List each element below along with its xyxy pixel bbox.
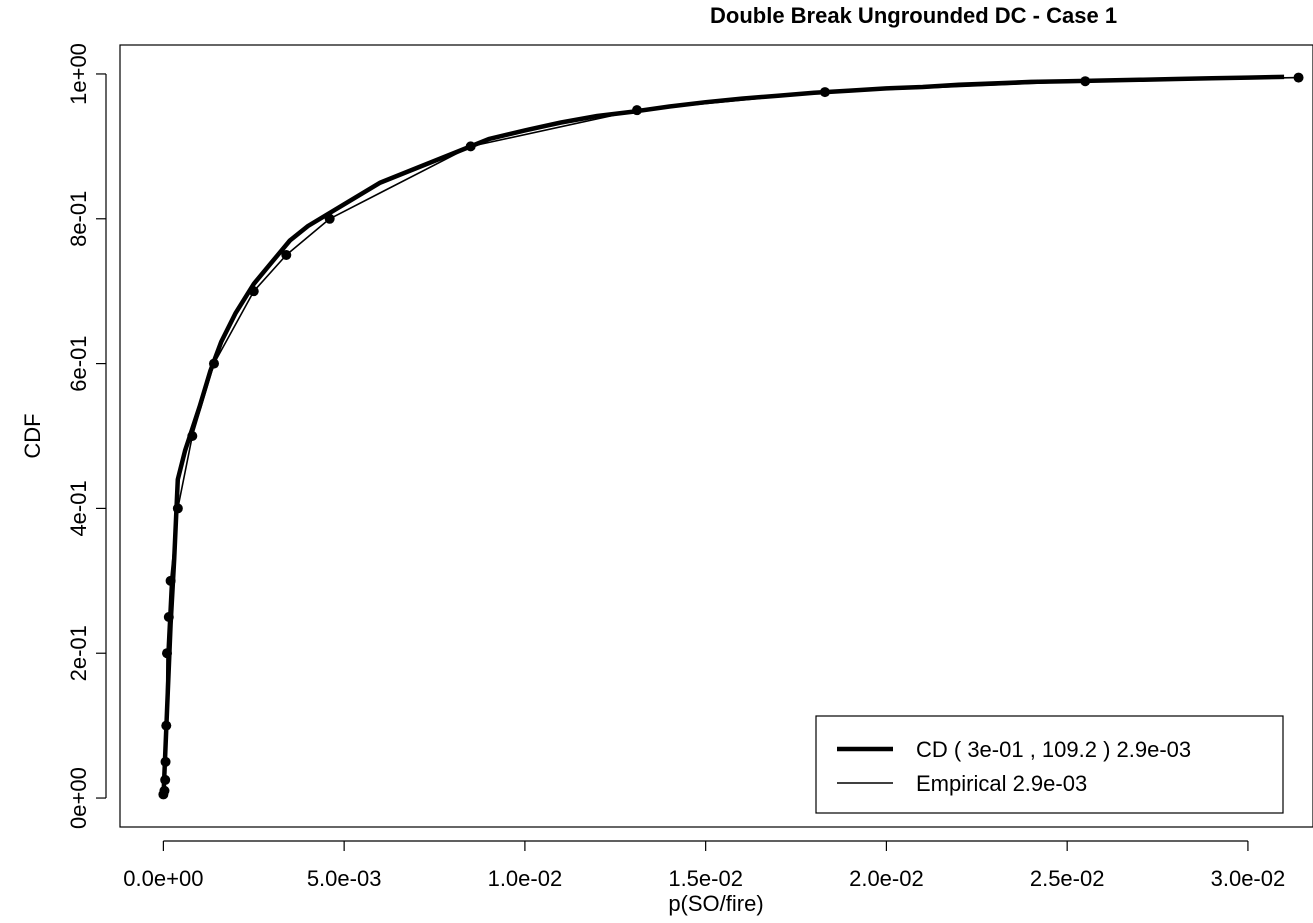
x-tick-label: 0.0e+00 [123,866,203,891]
y-tick-label: 1e+00 [66,43,91,105]
data-point [163,612,174,623]
plot-area-border [119,44,1313,828]
data-point [631,105,642,116]
data-point [159,785,170,796]
series-layer [161,74,1299,799]
x-tick-label: 3.0e-02 [1211,866,1286,891]
legend-box [815,715,1284,814]
data-point [165,575,176,586]
y-tick-label: 2e-01 [66,625,91,681]
series-line-cd [161,74,1285,799]
y-tick-label: 8e-01 [66,191,91,247]
data-point [172,503,183,514]
data-point [208,358,219,369]
data-point [1293,72,1304,83]
data-point [819,87,830,98]
legend-label-empirical: Empirical 2.9e-03 [916,771,1087,796]
legend-label-cd: CD ( 3e-01 , 109.2 ) 2.9e-03 [916,737,1191,762]
x-axis: 0.0e+00 5.0e-03 1.0e-02 1.5e-02 2.0e-02 2.5e-… [123,840,1286,891]
data-point [324,213,335,224]
chart-title: Double Break Ungrounded DC - Case 1 [710,3,1117,28]
x-axis-title: p(SO/fire) [668,891,763,916]
y-axis: 0e+00 2e-01 4e-01 6e-01 8e-01 1e+00 [66,43,107,829]
x-tick-label: 2.5e-02 [1030,866,1105,891]
y-tick-label: 4e-01 [66,480,91,536]
x-tick-label: 5.0e-03 [307,866,382,891]
data-point [187,431,198,441]
data-point [281,249,292,260]
x-tick-label: 2.0e-02 [849,866,924,891]
data-point [248,286,259,297]
x-tick-label: 1.0e-02 [488,866,563,891]
points-layer [158,72,1304,800]
data-point [160,756,171,767]
data-point [160,774,171,785]
y-axis-title: CDF [20,413,45,458]
x-tick-label: 1.5e-02 [668,866,743,891]
y-tick-label: 0e+00 [66,767,91,829]
legend: CD ( 3e-01 , 109.2 ) 2.9e-03 Empirical 2… [815,715,1284,814]
data-point [161,720,172,731]
data-point [1080,76,1091,87]
data-point [161,648,172,659]
data-point [465,141,476,152]
y-tick-label: 6e-01 [66,335,91,391]
plot-frame [119,44,1313,828]
series-line-empirical [162,76,1299,795]
